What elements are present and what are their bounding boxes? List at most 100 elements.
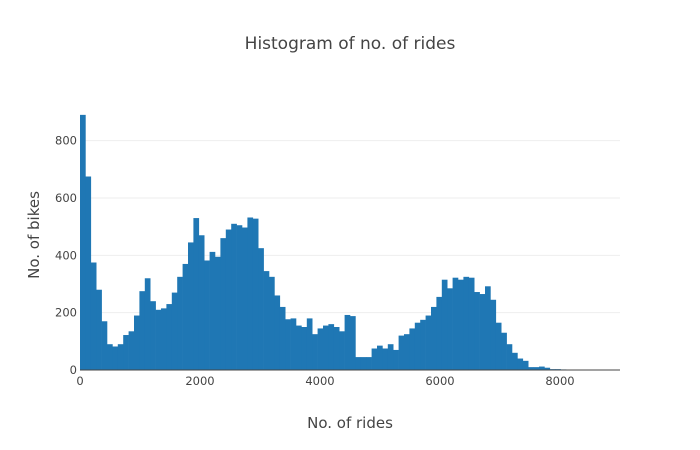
y-tick-label: 800 [55, 134, 77, 148]
histogram-bar [387, 344, 394, 370]
histogram-bar [306, 318, 313, 370]
histogram-bar [420, 319, 426, 370]
histogram-bar [285, 319, 291, 370]
histogram-bar [139, 291, 146, 370]
histogram-bar [425, 315, 432, 370]
x-axis-title: No. of rides [307, 414, 393, 432]
chart-title: Histogram of no. of rides [245, 34, 456, 54]
histogram-bar [123, 335, 129, 370]
bars [80, 114, 567, 370]
histogram-bar [495, 322, 502, 370]
histogram-bar [533, 367, 540, 370]
histogram-bar [317, 328, 324, 370]
gridlines [80, 140, 620, 314]
x-tick-label: 8000 [545, 374, 574, 388]
histogram-bar [231, 223, 237, 370]
y-tick-label: 400 [55, 248, 77, 262]
histogram-bar [393, 349, 399, 370]
histogram-bar [290, 318, 297, 370]
x-tick-label: 4000 [305, 374, 334, 388]
histogram-bar [215, 256, 221, 370]
histogram-bar [441, 279, 448, 370]
histogram-bar [350, 316, 356, 370]
histogram-bar [404, 334, 410, 370]
histogram-bar [328, 324, 335, 370]
histogram-bar [344, 314, 351, 370]
histogram-bar [247, 217, 254, 370]
x-tick-label: 0 [76, 374, 83, 388]
y-tick-label: 600 [55, 191, 77, 205]
histogram-bar [301, 327, 308, 370]
histogram-bar [85, 176, 92, 370]
histogram-bar [360, 357, 367, 370]
histogram-bar [522, 360, 529, 370]
histogram-bar [112, 346, 119, 370]
histogram-bar [128, 331, 135, 370]
histogram-bar [474, 292, 480, 370]
histogram-bar [274, 295, 281, 370]
histogram-bar [355, 357, 362, 370]
histogram-bar [463, 276, 470, 370]
histogram-bar [220, 238, 227, 370]
histogram-bar [177, 276, 183, 370]
histogram-bar [101, 321, 108, 370]
histogram-bar [236, 225, 243, 370]
histogram-bar [161, 308, 167, 370]
histogram-bar [539, 366, 545, 370]
histogram-bar [90, 262, 97, 370]
histogram-bar [171, 292, 178, 370]
histogram-bar [96, 289, 102, 370]
histogram-bar [458, 279, 464, 370]
histogram-bar [209, 251, 216, 370]
histogram-bar [263, 271, 270, 370]
histogram-bar [339, 331, 345, 370]
histogram-bar [468, 277, 475, 370]
histogram-bar [242, 227, 248, 370]
histogram-bar [512, 352, 518, 370]
histogram-bar [544, 367, 551, 370]
histogram-bar [414, 322, 421, 370]
x-tick-label: 6000 [425, 374, 454, 388]
histogram-bar [333, 327, 340, 370]
histogram-bar [107, 344, 113, 370]
y-tick-label: 200 [55, 306, 77, 320]
histogram-bar [398, 335, 405, 370]
histogram-bar [252, 218, 259, 370]
histogram-bar [371, 348, 378, 370]
histogram-bar [377, 345, 383, 370]
histogram-bar [409, 328, 416, 370]
y-tick-labels: 0 200 400 600 800 [55, 134, 77, 377]
histogram-bar [479, 294, 486, 370]
histogram-bar [501, 332, 507, 370]
histogram-bar [144, 278, 151, 370]
x-tick-labels: 0 2000 4000 6000 8000 [76, 374, 574, 388]
histogram-bar [382, 348, 389, 370]
histogram-bar [80, 114, 86, 370]
histogram-bar [134, 315, 140, 370]
y-tick-label: 0 [70, 363, 77, 377]
histogram-bar [193, 218, 200, 370]
histogram-bar [279, 306, 286, 370]
histogram-bar [528, 367, 534, 370]
histogram-bar [150, 301, 156, 370]
histogram-bar [182, 263, 189, 370]
histogram-bar [431, 306, 437, 370]
histogram-bar [117, 344, 124, 370]
histogram-bar [436, 296, 443, 370]
histogram-bar [366, 357, 372, 370]
histogram-bar [447, 288, 453, 370]
histogram-bar [188, 242, 194, 370]
histogram-bar [198, 235, 205, 370]
histogram-bar [506, 344, 513, 370]
histogram-bar [225, 229, 232, 370]
histogram-bar [490, 299, 497, 370]
histogram-bar [452, 277, 459, 370]
x-tick-label: 2000 [185, 374, 214, 388]
histogram-bar [296, 325, 302, 370]
histogram-bar [269, 276, 275, 370]
histogram-bar [312, 334, 318, 370]
histogram-bar [204, 260, 210, 370]
histogram-bar [517, 358, 524, 370]
histogram-bar [155, 309, 162, 370]
